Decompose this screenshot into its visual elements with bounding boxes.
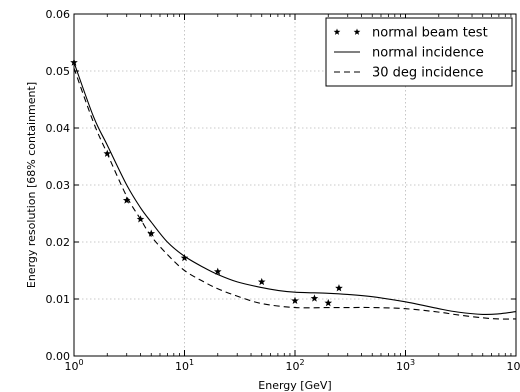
legend-label: normal incidence xyxy=(372,46,484,61)
x-tick-label: 102 xyxy=(285,358,304,373)
x-tick-label: 101 xyxy=(175,358,194,373)
x-tick-label: 104 xyxy=(506,358,520,373)
series-layer xyxy=(70,58,517,320)
data-point-star xyxy=(213,267,222,275)
series-line-30deg-incidence xyxy=(73,67,517,320)
y-tick-label: 0.05 xyxy=(46,65,71,78)
legend-star-marker xyxy=(353,28,361,35)
y-tick-label: 0.02 xyxy=(46,236,71,249)
y-tick-label: 0.06 xyxy=(46,8,71,21)
series-line-normal-incidence xyxy=(73,62,517,316)
data-point-star xyxy=(180,253,189,262)
x-tick-label: 100 xyxy=(64,358,83,373)
y-tick-label: 0.03 xyxy=(46,179,71,192)
axis-ticks: 0.00 0.01 0.02 0.03 0.04 0.05 0.06 100 101 102 103… xyxy=(46,8,520,373)
y-tick-label: 0.00 xyxy=(46,350,71,363)
y-axis-label: Energy resolution [68% containment] xyxy=(25,82,38,288)
x-tick-label: 103 xyxy=(396,358,415,373)
data-point-star xyxy=(147,229,156,237)
legend-label: normal beam test xyxy=(372,26,488,41)
y-tick-label: 0.01 xyxy=(46,293,71,306)
y-tick-label: 0.04 xyxy=(46,122,71,135)
legend-label: 30 deg incidence xyxy=(372,66,484,81)
data-point-star xyxy=(324,298,333,307)
legend-star-marker xyxy=(333,28,341,35)
data-point-star xyxy=(257,277,266,286)
data-point-star xyxy=(310,294,319,302)
data-point-star xyxy=(122,196,131,204)
data-point-star xyxy=(335,284,343,292)
legend: normal beam test normal incidence 30 deg i… xyxy=(325,17,513,87)
x-axis-label: Energy [GeV] xyxy=(258,379,331,392)
data-point-star xyxy=(291,296,299,304)
